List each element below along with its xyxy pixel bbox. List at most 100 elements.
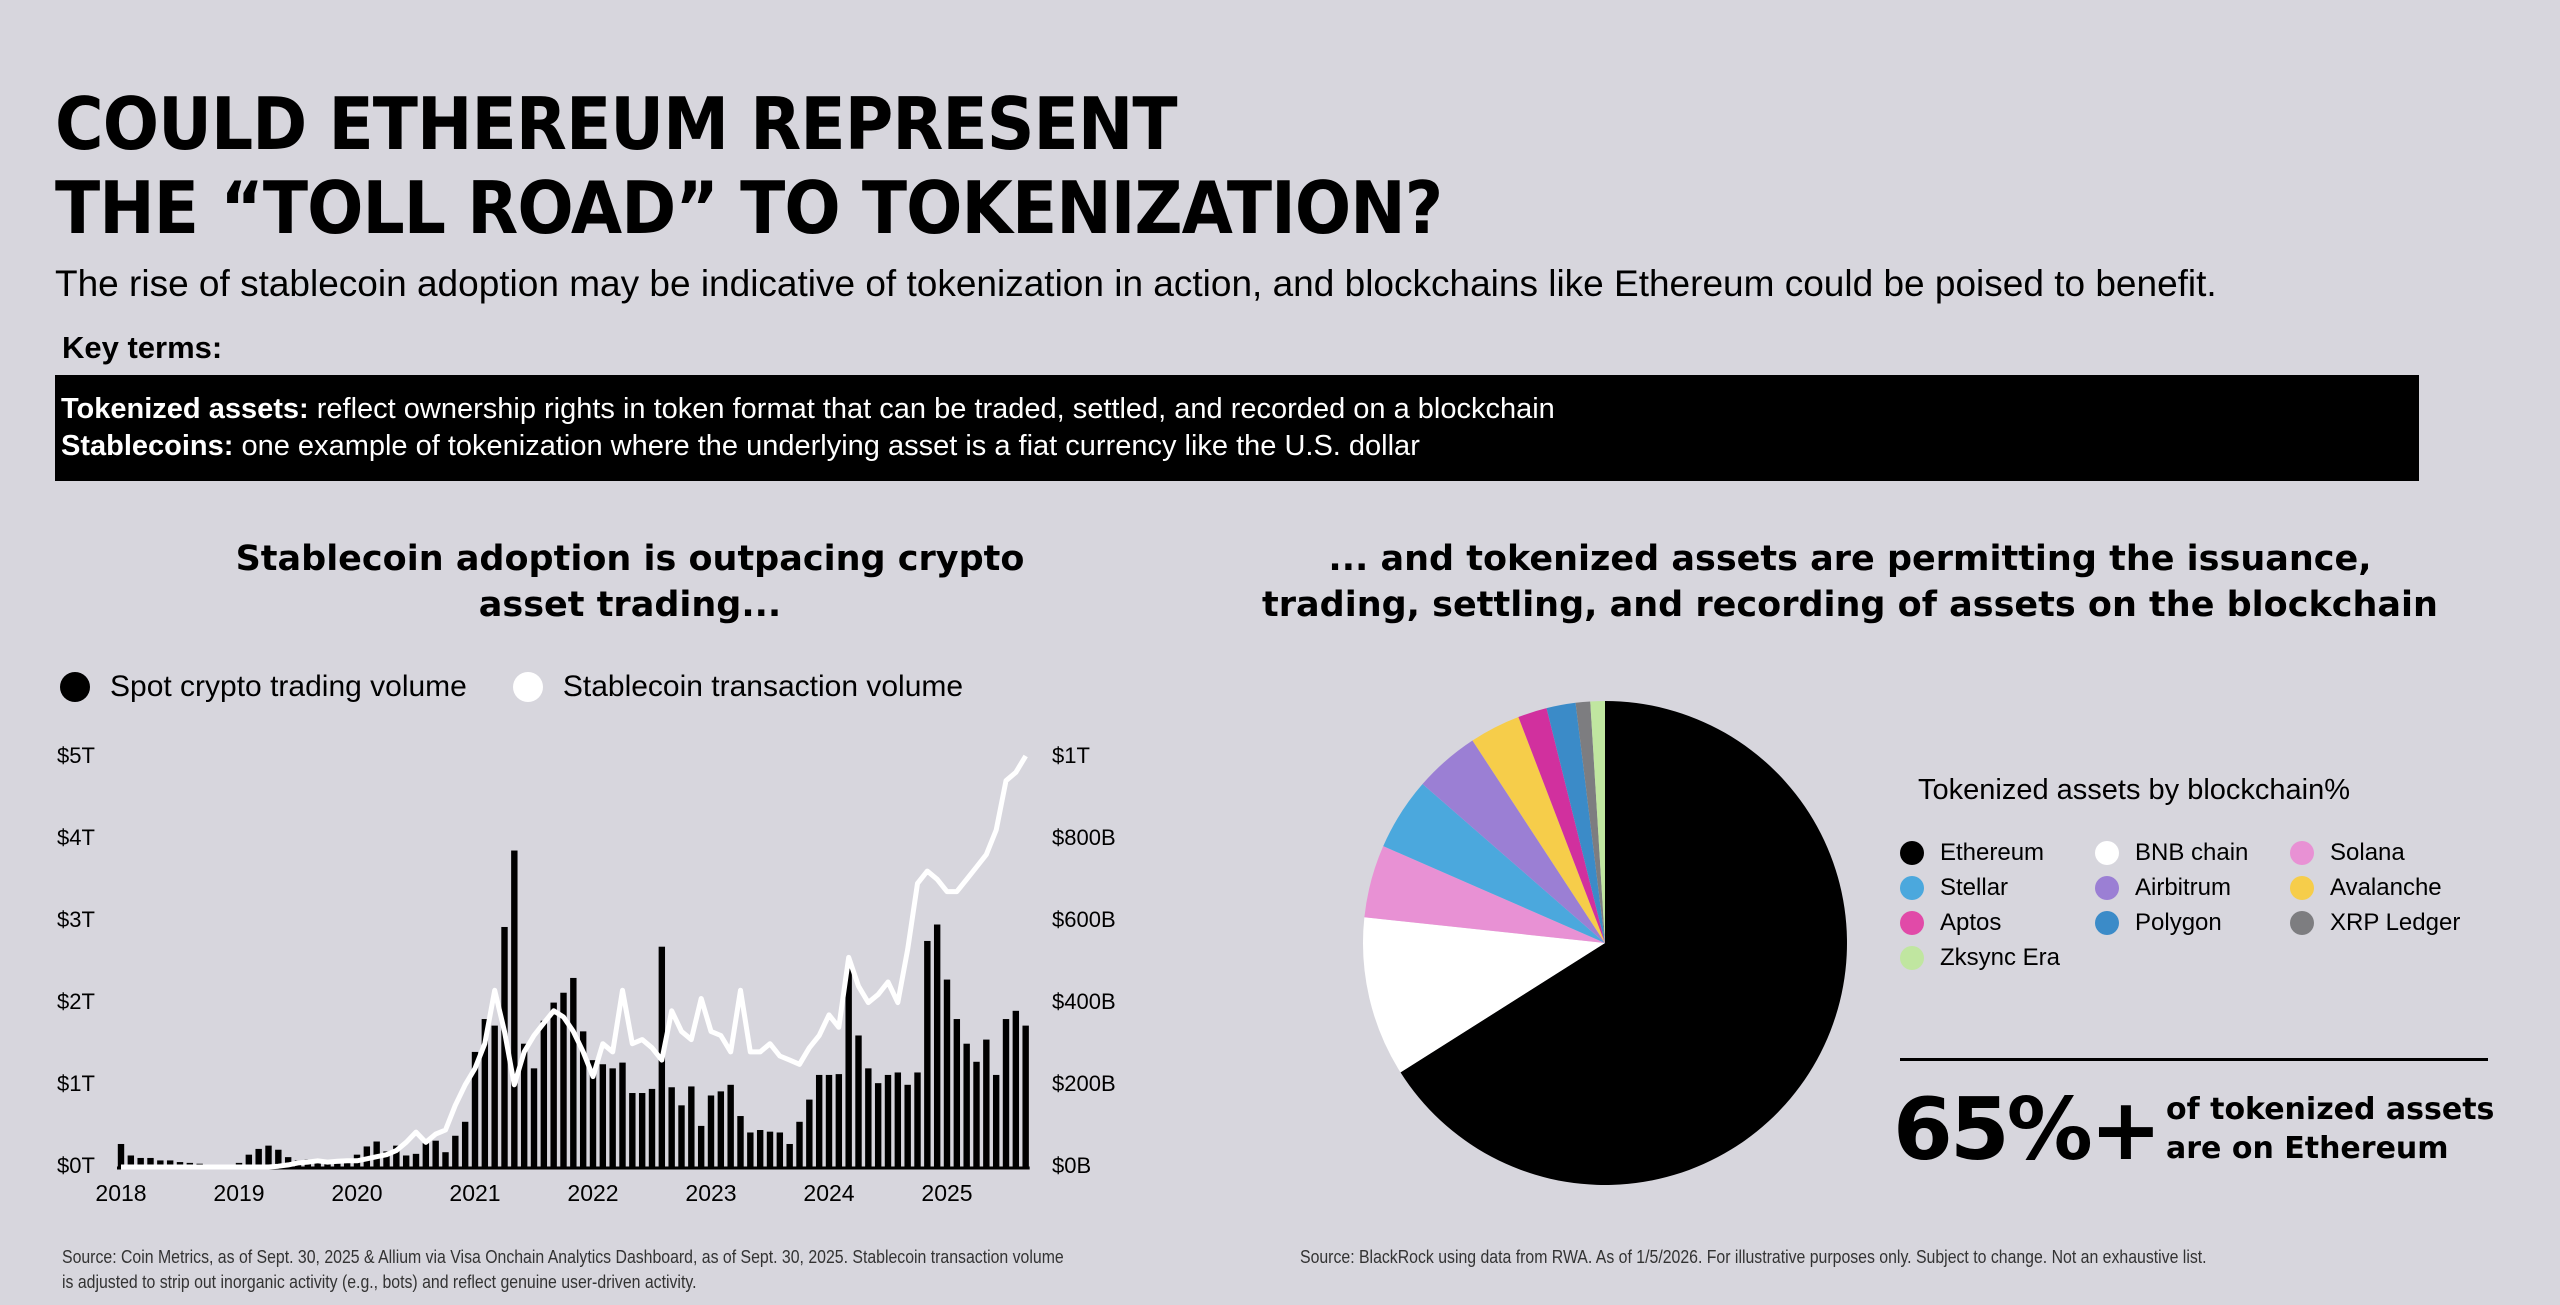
bar [855,1035,862,1167]
bar [983,1039,990,1167]
dot-icon [1900,841,1924,865]
bar [825,1074,833,1167]
bar [1012,1010,1020,1167]
bar [550,1002,557,1167]
bar [609,1068,616,1167]
bar [442,1152,449,1167]
right-chart-heading: ... and tokenized assets are permitting … [1262,539,2438,625]
bar [275,1149,282,1167]
left-source-note: Source: Coin Metrics, as of Sept. 30, 20… [62,1247,1064,1292]
bar [117,1143,125,1167]
bar [137,1157,144,1167]
bar [973,1061,980,1167]
pie-slice-stellar [1383,784,1605,943]
bar [727,1084,734,1167]
ethereum-share-stat: 65%+ [1893,1080,2162,1180]
legend-stellar: Stellar [1900,873,2095,903]
bar [343,1162,351,1167]
bar [992,1074,1000,1167]
bar [648,1088,656,1167]
title-line-1: COULD ETHEREUM REPRESENT [55,82,1178,166]
dot-icon [2095,911,2119,935]
left-chart-heading: Stablecoin adoption is outpacing crypto … [235,539,1025,625]
key-terms-box: Tokenized assets: reflect ownership righ… [55,375,2419,481]
bar [402,1155,410,1167]
title-line-2: THE “TOLL ROAD” TO TOKENIZATION? [55,166,1443,250]
bar [678,1105,685,1167]
bar [914,1072,921,1167]
bar [835,1074,843,1167]
pie-slice-bnb-chain [1363,917,1605,1073]
tokenized-assets-pie-chart [1363,701,1847,1185]
bar [904,1084,911,1167]
bar [953,1019,961,1167]
key-terms-label: Key terms: [62,330,223,365]
black-dot-icon [60,672,90,702]
pie-slice-xrp-ledger [1575,701,1605,943]
bar [884,1074,892,1167]
page-title: COULD ETHEREUM REPRESENT THE “TOLL ROAD”… [55,82,1443,250]
bar [933,924,941,1167]
right-source-note: Source: BlackRock using data from RWA. A… [1300,1247,2207,1267]
bar [786,1143,793,1167]
bar [589,1060,597,1167]
bar [815,1074,823,1167]
bar [737,1116,744,1167]
bar [393,1145,400,1167]
bar [422,1143,430,1167]
bar [127,1155,135,1167]
pie-slice-zksync-era [1590,701,1605,943]
bar [697,1125,705,1167]
bar [668,1087,675,1167]
bar [491,1025,498,1167]
bar [865,1068,872,1167]
bar [540,1020,548,1167]
bar [452,1135,459,1167]
bar [599,1064,607,1167]
bar [943,979,951,1167]
bar [265,1145,272,1167]
bar [707,1095,715,1167]
bar [284,1157,292,1167]
legend-solana: Solana [2290,838,2485,868]
stablecoin-line [121,754,1028,1170]
bar [579,1031,587,1167]
key-term-stablecoins: Stablecoins: one example of tokenization… [61,430,1420,462]
pie-slice-polygon [1546,702,1605,943]
dot-icon [1900,911,1924,935]
dot-icon [2095,841,2119,865]
legend-avalanche: Avalanche [2290,873,2485,903]
bar-chart-legend: Spot crypto trading volume Stablecoin tr… [60,670,1009,704]
pie-legend-title: Tokenized assets by blockchain% [1918,774,2351,806]
pie-slice-ethereum [1400,701,1847,1185]
dot-icon [2290,876,2314,900]
bar [511,850,518,1167]
stablecoin-vs-spot-chart [117,754,1030,1170]
bar [471,1051,479,1167]
page-subtitle: The rise of stablecoin adoption may be i… [55,263,2217,304]
legend-ethereum: Ethereum [1900,838,2095,868]
bar [717,1091,725,1167]
key-term-tokenized-assets: Tokenized assets: reflect ownership righ… [61,393,1555,425]
legend-airbitrum: Airbitrum [2095,873,2290,903]
bar [894,1072,902,1167]
dot-icon [2290,911,2314,935]
legend-spot-volume: Spot crypto trading volume [60,670,467,704]
bar [796,1121,803,1167]
bar [747,1132,754,1167]
bar [924,940,931,1167]
legend-zksync-era: Zksync Era [1900,943,2095,973]
bar [1002,1019,1010,1167]
bar [638,1093,646,1167]
ethereum-share-caption: of tokenized assets are on Ethereum [2166,1092,2495,1166]
bar [383,1151,390,1167]
bar [845,965,852,1167]
legend-xrp-ledger: XRP Ledger [2290,908,2485,938]
bar [756,1130,764,1167]
divider [1900,1058,2488,1061]
pie-slice-airbitrum [1422,740,1605,943]
bar [166,1160,174,1167]
legend-polygon: Polygon [2095,908,2290,938]
bar [520,1043,528,1167]
bar [1022,1025,1029,1167]
